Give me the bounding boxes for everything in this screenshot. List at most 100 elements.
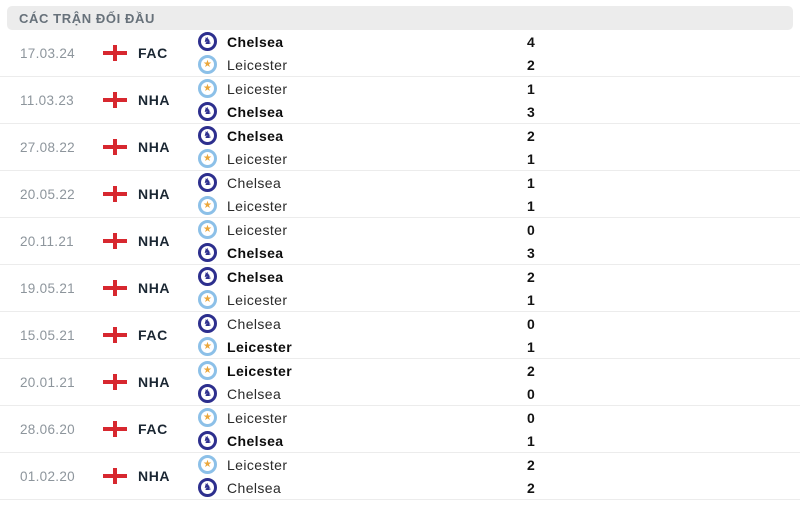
leicester-badge-icon: ★: [198, 196, 217, 215]
england-flag-icon: [103, 186, 127, 202]
england-flag-icon: [103, 233, 127, 249]
competition-code: NHA: [138, 280, 171, 296]
team-score: 2: [527, 362, 535, 379]
team-row[interactable]: ★ Leicester 1: [198, 335, 547, 358]
team-name: Leicester: [227, 80, 288, 97]
team-row[interactable]: ★ Leicester 2: [198, 53, 547, 76]
leicester-badge-icon: ★: [198, 290, 217, 309]
team-name: Leicester: [227, 409, 288, 426]
team-score: 0: [527, 315, 535, 332]
teams-block: ♞ Chelsea 2 ★ Leicester 1: [198, 265, 547, 311]
england-flag-icon: [103, 421, 127, 437]
england-flag-icon: [103, 45, 127, 61]
team-row[interactable]: ♞ Chelsea 2: [198, 476, 547, 499]
match-row[interactable]: 20.05.22 NHA ♞ Chelsea 1 ★ Leicester 1: [0, 171, 800, 218]
team-row[interactable]: ♞ Chelsea 3: [198, 100, 547, 123]
team-name: Chelsea: [227, 315, 282, 332]
chelsea-badge-icon: ♞: [198, 243, 217, 262]
team-score: 1: [527, 197, 535, 214]
leicester-badge-icon: ★: [198, 149, 217, 168]
chelsea-badge-icon: ♞: [198, 267, 217, 286]
chelsea-badge-icon: ♞: [198, 32, 217, 51]
teams-block: ★ Leicester 0 ♞ Chelsea 1: [198, 406, 547, 452]
team-name: Chelsea: [227, 33, 284, 50]
match-date: 19.05.21: [20, 280, 75, 296]
teams-block: ★ Leicester 1 ♞ Chelsea 3: [198, 77, 547, 123]
team-row[interactable]: ♞ Chelsea 4: [198, 30, 547, 53]
leicester-badge-icon: ★: [198, 220, 217, 239]
team-name: Leicester: [227, 221, 288, 238]
match-date: 20.05.22: [20, 186, 75, 202]
team-score: 4: [527, 33, 535, 50]
competition: FAC: [103, 45, 198, 61]
team-row[interactable]: ♞ Chelsea 1: [198, 429, 547, 452]
section-title: CÁC TRẬN ĐỐI ĐẦU: [19, 10, 155, 26]
team-score: 2: [527, 456, 535, 473]
team-row[interactable]: ★ Leicester 1: [198, 194, 547, 217]
competition: FAC: [103, 327, 198, 343]
teams-block: ★ Leicester 0 ♞ Chelsea 3: [198, 218, 547, 264]
head-to-head-widget: CÁC TRẬN ĐỐI ĐẦU 17.03.24 FAC ♞ Chelsea …: [0, 6, 800, 506]
team-score: 1: [527, 174, 535, 191]
match-date: 15.05.21: [20, 327, 75, 343]
team-row[interactable]: ♞ Chelsea 0: [198, 382, 547, 405]
team-row[interactable]: ★ Leicester 1: [198, 147, 547, 170]
chelsea-badge-icon: ♞: [198, 126, 217, 145]
competition: NHA: [103, 374, 198, 390]
england-flag-icon: [103, 327, 127, 343]
team-name: Chelsea: [227, 244, 284, 261]
leicester-badge-icon: ★: [198, 455, 217, 474]
team-score: 2: [527, 479, 535, 496]
team-score: 1: [527, 150, 535, 167]
competition-code: NHA: [138, 374, 171, 390]
chelsea-badge-icon: ♞: [198, 478, 217, 497]
match-list: 17.03.24 FAC ♞ Chelsea 4 ★ Leicester 2 1…: [0, 30, 800, 500]
match-row[interactable]: 20.11.21 NHA ★ Leicester 0 ♞ Chelsea 3: [0, 218, 800, 265]
team-score: 2: [527, 268, 535, 285]
team-row[interactable]: ♞ Chelsea 2: [198, 265, 547, 288]
match-row[interactable]: 28.06.20 FAC ★ Leicester 0 ♞ Chelsea 1: [0, 406, 800, 453]
match-row[interactable]: 01.02.20 NHA ★ Leicester 2 ♞ Chelsea 2: [0, 453, 800, 500]
team-row[interactable]: ★ Leicester 0: [198, 406, 547, 429]
team-row[interactable]: ★ Leicester 2: [198, 453, 547, 476]
match-row[interactable]: 27.08.22 NHA ♞ Chelsea 2 ★ Leicester 1: [0, 124, 800, 171]
competition-code: FAC: [138, 327, 168, 343]
team-name: Chelsea: [227, 174, 282, 191]
team-score: 1: [527, 80, 535, 97]
teams-block: ♞ Chelsea 4 ★ Leicester 2: [198, 30, 547, 76]
match-row[interactable]: 20.01.21 NHA ★ Leicester 2 ♞ Chelsea 0: [0, 359, 800, 406]
competition-code: NHA: [138, 468, 171, 484]
team-score: 2: [527, 127, 535, 144]
team-row[interactable]: ★ Leicester 0: [198, 218, 547, 241]
match-date: 27.08.22: [20, 139, 75, 155]
team-name: Leicester: [227, 338, 293, 355]
competition: NHA: [103, 468, 198, 484]
team-row[interactable]: ♞ Chelsea 0: [198, 312, 547, 335]
team-name: Chelsea: [227, 103, 284, 120]
team-row[interactable]: ★ Leicester 2: [198, 359, 547, 382]
team-row[interactable]: ♞ Chelsea 3: [198, 241, 547, 264]
england-flag-icon: [103, 92, 127, 108]
team-score: 0: [527, 385, 535, 402]
match-row[interactable]: 11.03.23 NHA ★ Leicester 1 ♞ Chelsea 3: [0, 77, 800, 124]
team-score: 2: [527, 56, 535, 73]
team-row[interactable]: ★ Leicester 1: [198, 77, 547, 100]
team-row[interactable]: ♞ Chelsea 1: [198, 171, 547, 194]
team-name: Leicester: [227, 362, 293, 379]
teams-block: ★ Leicester 2 ♞ Chelsea 2: [198, 453, 547, 499]
team-name: Chelsea: [227, 432, 284, 449]
match-row[interactable]: 17.03.24 FAC ♞ Chelsea 4 ★ Leicester 2: [0, 30, 800, 77]
match-row[interactable]: 15.05.21 FAC ♞ Chelsea 0 ★ Leicester 1: [0, 312, 800, 359]
match-row[interactable]: 19.05.21 NHA ♞ Chelsea 2 ★ Leicester 1: [0, 265, 800, 312]
competition-code: NHA: [138, 233, 171, 249]
team-row[interactable]: ★ Leicester 1: [198, 288, 547, 311]
team-name: Leicester: [227, 56, 288, 73]
team-row[interactable]: ♞ Chelsea 2: [198, 124, 547, 147]
team-score: 1: [527, 432, 535, 449]
section-header: CÁC TRẬN ĐỐI ĐẦU: [7, 6, 793, 30]
chelsea-badge-icon: ♞: [198, 102, 217, 121]
match-date: 11.03.23: [20, 92, 74, 108]
team-name: Chelsea: [227, 479, 282, 496]
match-date: 20.01.21: [20, 374, 75, 390]
chelsea-badge-icon: ♞: [198, 173, 217, 192]
